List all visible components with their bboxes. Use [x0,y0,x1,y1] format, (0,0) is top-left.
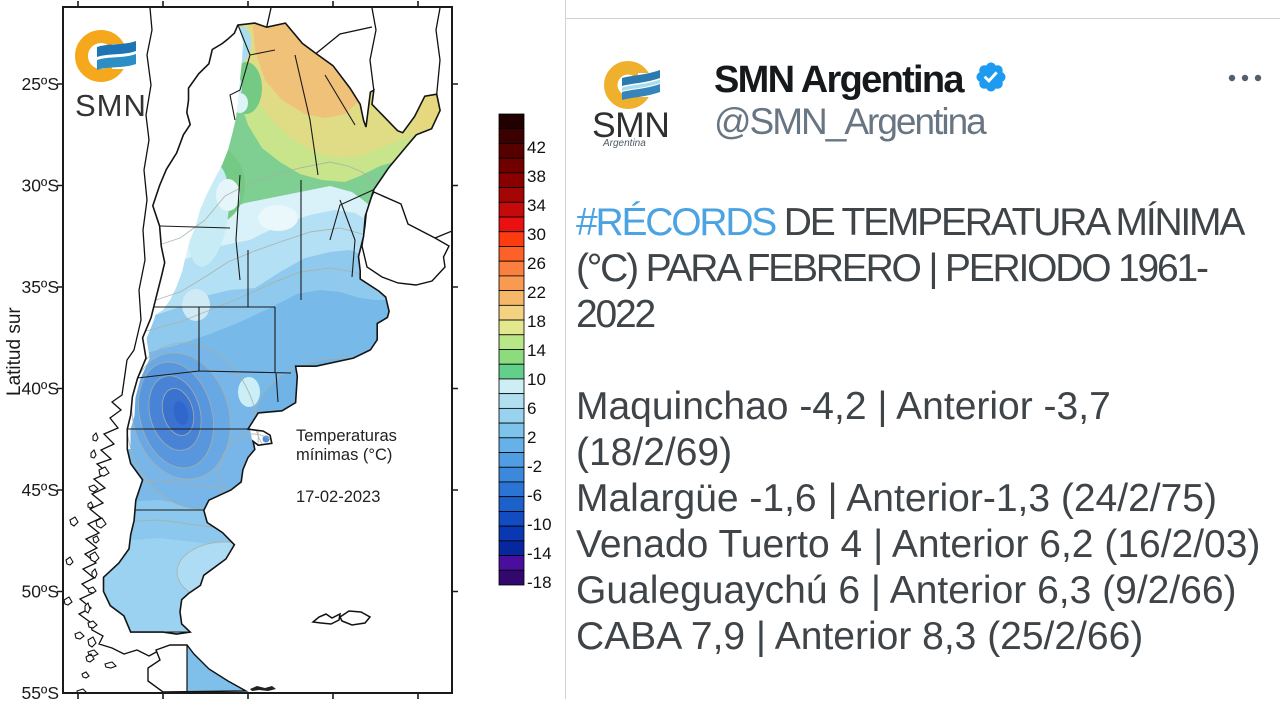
svg-text:30ºS: 30ºS [21,176,59,196]
svg-text:SMN: SMN [75,88,147,123]
svg-text:45ºS: 45ºS [21,480,59,500]
svg-text:Temperaturas: Temperaturas [296,427,397,445]
svg-text:-14: -14 [527,544,552,563]
svg-text:Argentina: Argentina [602,138,646,149]
svg-text:14: 14 [527,341,546,360]
svg-text:10: 10 [527,370,546,389]
svg-text:25ºS: 25ºS [21,74,59,94]
svg-text:38: 38 [527,167,546,186]
svg-text:-6: -6 [527,486,542,505]
svg-text:17-02-2023: 17-02-2023 [296,488,380,506]
svg-text:22: 22 [527,283,546,302]
svg-text:40ºS: 40ºS [21,379,59,399]
svg-text:2: 2 [527,428,536,447]
svg-text:30: 30 [527,225,546,244]
svg-text:-2: -2 [527,457,542,476]
svg-text:18: 18 [527,312,546,331]
svg-text:50ºS: 50ºS [21,582,59,602]
svg-text:Latitud sur: Latitud sur [4,307,25,396]
svg-text:-10: -10 [527,515,552,534]
svg-text:42: 42 [527,138,546,157]
svg-text:mínimas (°C): mínimas (°C) [296,446,392,464]
svg-text:35ºS: 35ºS [21,277,59,297]
svg-text:-18: -18 [527,573,552,592]
svg-text:34: 34 [527,196,546,215]
svg-text:6: 6 [527,399,536,418]
svg-text:SMN: SMN [592,105,669,145]
svg-text:26: 26 [527,254,546,273]
svg-text:55ºS: 55ºS [21,683,59,703]
